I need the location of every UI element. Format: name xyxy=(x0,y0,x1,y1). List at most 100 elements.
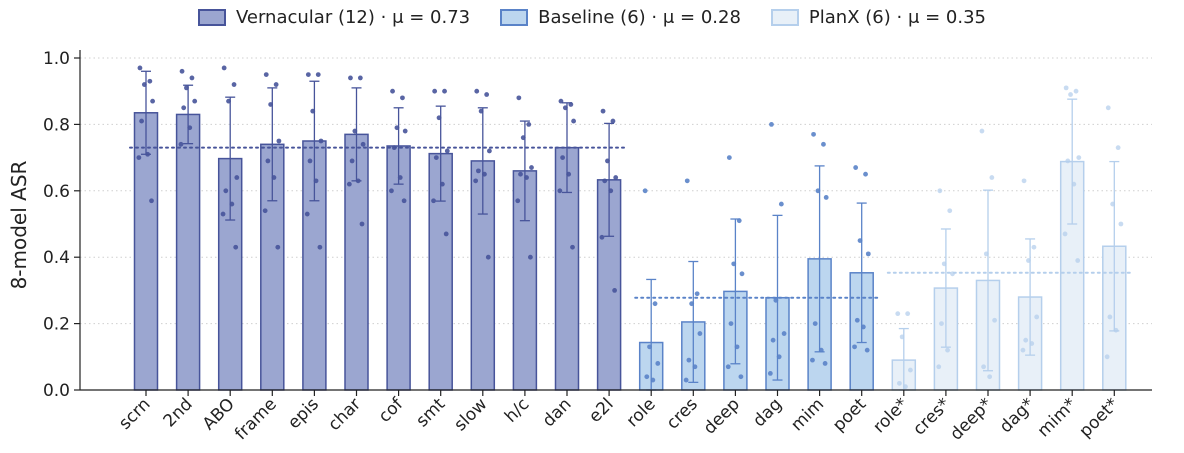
data-point xyxy=(220,211,226,217)
data-point xyxy=(731,261,737,267)
legend-item-baseline: Baseline (6) · μ = 0.28 xyxy=(500,7,741,28)
data-point xyxy=(684,178,690,184)
x-tick-label: epis xyxy=(284,394,323,433)
data-point xyxy=(557,188,563,194)
data-point xyxy=(864,347,870,353)
data-point xyxy=(939,321,944,326)
data-point xyxy=(736,218,742,224)
data-point xyxy=(770,337,776,343)
data-point xyxy=(273,82,279,87)
data-point xyxy=(478,108,484,114)
data-point xyxy=(315,72,321,77)
data-point xyxy=(352,128,358,134)
data-point xyxy=(689,301,695,307)
data-point xyxy=(818,347,824,353)
data-point xyxy=(1113,327,1119,333)
data-point xyxy=(642,188,648,194)
data-point xyxy=(941,261,947,267)
x-tick-label: mim xyxy=(787,394,828,435)
data-point xyxy=(528,254,533,260)
data-point xyxy=(1029,341,1035,346)
data-point xyxy=(987,374,993,380)
y-tick-label: 0.6 xyxy=(43,182,70,202)
data-point xyxy=(655,361,661,366)
data-point xyxy=(390,88,395,94)
data-point xyxy=(1031,244,1037,250)
data-point xyxy=(178,141,184,147)
data-point xyxy=(599,234,605,240)
data-point xyxy=(192,98,198,104)
x-tick-label: 2nd xyxy=(160,394,197,431)
data-point xyxy=(359,221,365,227)
legend-item-planx: PlanX (6) · μ = 0.35 xyxy=(770,7,986,28)
data-point xyxy=(562,105,568,111)
data-point xyxy=(443,231,449,237)
data-point xyxy=(234,175,240,180)
data-point xyxy=(865,251,871,257)
data-point xyxy=(275,244,281,250)
data-point xyxy=(401,198,407,204)
data-point xyxy=(610,118,616,124)
data-point xyxy=(439,181,445,187)
data-point xyxy=(145,151,151,157)
data-points xyxy=(136,65,1124,390)
chart-legend: Vernacular (12) · μ = 0.73 Baseline (6) … xyxy=(0,4,1184,30)
data-point xyxy=(644,374,650,380)
legend-swatch-baseline xyxy=(500,8,529,26)
x-tick-label: deep xyxy=(700,394,744,438)
data-point xyxy=(600,108,606,114)
data-point xyxy=(908,367,913,373)
data-point xyxy=(566,171,572,177)
legend-item-vernacular: Vernacular (12) · μ = 0.73 xyxy=(197,6,471,28)
data-point xyxy=(897,380,902,386)
data-point xyxy=(686,357,692,363)
data-point xyxy=(739,271,745,277)
x-tick-label: cof xyxy=(375,394,408,427)
data-point xyxy=(1063,85,1069,91)
data-point xyxy=(397,175,403,180)
data-point xyxy=(612,288,617,293)
data-point xyxy=(310,108,316,114)
data-point xyxy=(389,188,394,194)
data-point xyxy=(1026,258,1031,263)
data-point xyxy=(823,195,829,200)
data-point xyxy=(1068,92,1073,97)
data-point xyxy=(989,175,995,180)
data-point xyxy=(137,65,143,71)
data-point xyxy=(360,141,366,147)
data-point xyxy=(734,344,740,350)
data-point xyxy=(767,371,773,376)
y-tick-label: 1.0 xyxy=(43,49,70,69)
data-point xyxy=(400,95,405,101)
data-point xyxy=(778,201,784,207)
legend-label-vernacular: Vernacular (12) · μ = 0.73 xyxy=(235,6,471,28)
data-point xyxy=(357,75,363,81)
data-point xyxy=(857,238,863,244)
data-point xyxy=(442,88,447,94)
data-point xyxy=(221,65,227,71)
data-point xyxy=(515,198,521,204)
data-point xyxy=(187,125,193,131)
data-point xyxy=(815,188,821,194)
data-point xyxy=(1105,105,1111,111)
data-point xyxy=(652,301,658,307)
data-point xyxy=(139,118,145,124)
data-point xyxy=(647,344,652,350)
data-point xyxy=(482,171,487,177)
data-point xyxy=(860,324,866,330)
data-point xyxy=(1062,231,1068,237)
data-point xyxy=(524,175,529,180)
data-point xyxy=(979,128,985,134)
data-point xyxy=(529,165,534,170)
data-point xyxy=(268,102,274,107)
data-point xyxy=(773,297,779,303)
data-point xyxy=(394,125,400,131)
data-point xyxy=(1118,221,1124,227)
data-point xyxy=(313,178,319,184)
data-point xyxy=(899,334,905,340)
data-point xyxy=(136,155,142,161)
x-tick-label: poet xyxy=(829,394,870,435)
data-point xyxy=(822,361,828,366)
x-tick-label: dag xyxy=(749,394,786,431)
data-point xyxy=(568,102,574,107)
